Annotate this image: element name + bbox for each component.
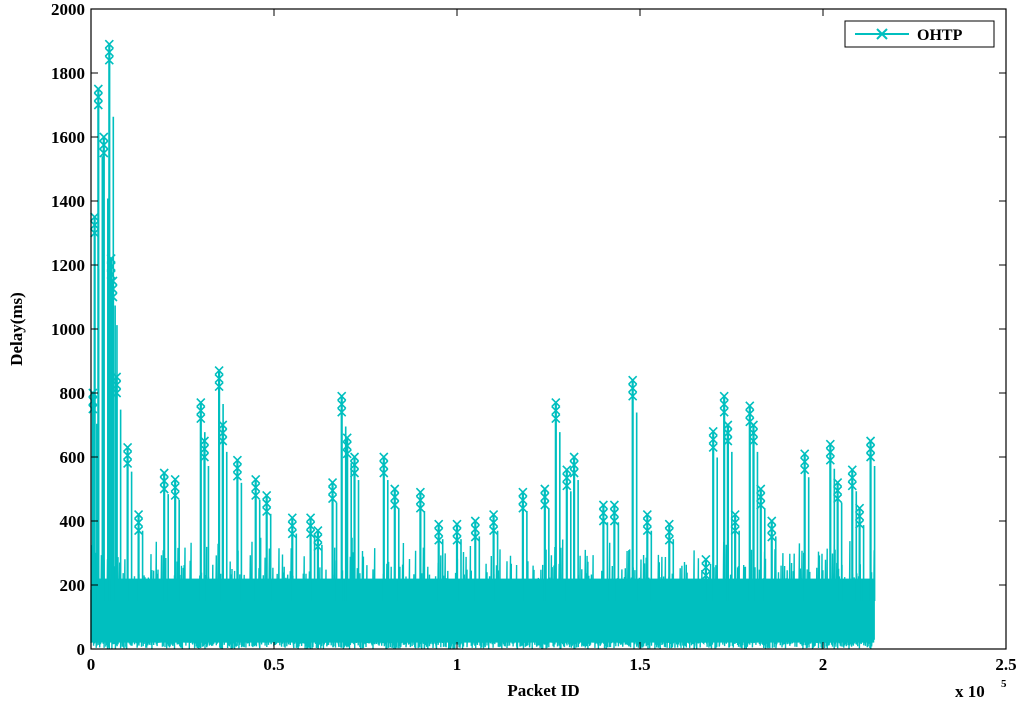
series-ohtp-marker-x-icon — [609, 500, 619, 526]
series-ohtp-marker-x-icon — [306, 513, 316, 539]
y-tick-label: 200 — [60, 576, 86, 595]
x-tick-label: 0 — [87, 655, 96, 674]
series-ohtp-marker-x-icon — [170, 474, 180, 500]
series-ohtp-marker-x-icon — [434, 519, 444, 545]
series-layer — [88, 39, 876, 650]
series-ohtp-marker-x-icon — [642, 510, 652, 536]
series-ohtp-marker-x-icon — [106, 254, 116, 280]
series-ohtp-marker-x-icon — [134, 510, 144, 536]
series-ohtp-marker-x-icon — [540, 484, 550, 510]
series-ohtp-marker-x-icon — [313, 526, 323, 552]
series-ohtp-marker-x-icon — [214, 366, 224, 392]
x-tick-label: 1 — [453, 655, 462, 674]
series-ohtp-marker-x-icon — [342, 433, 352, 459]
series-ohtp-marker-x-icon — [112, 372, 122, 398]
series-ohtp-marker-x-icon — [379, 452, 389, 478]
series-ohtp-marker-x-icon — [93, 84, 103, 110]
series-ohtp-marker-x-icon — [518, 487, 528, 513]
series-ohtp-marker-x-icon — [551, 398, 561, 424]
x-axis-multiplier: x 10 5 — [955, 678, 1007, 701]
series-ohtp-marker-x-icon — [719, 391, 729, 417]
series-ohtp-marker-x-icon — [104, 39, 114, 65]
y-axis-title: Delay(ms) — [7, 292, 26, 366]
series-ohtp-marker-x-icon — [855, 503, 865, 529]
series-ohtp-marker-x-icon — [337, 391, 347, 417]
x-axis-multiplier-base: x 10 — [955, 682, 985, 701]
series-ohtp-marker-x-icon — [123, 442, 133, 468]
y-tick-label: 1400 — [51, 192, 85, 211]
series-ohtp-marker-x-icon — [232, 455, 242, 481]
x-tick-label: 2.5 — [995, 655, 1016, 674]
series-ohtp-marker-x-icon — [598, 500, 608, 526]
series-ohtp-marker-x-icon — [108, 276, 118, 302]
series-ohtp-marker-x-icon — [159, 468, 169, 494]
series-ohtp-marker-x-icon — [701, 554, 711, 580]
series-ohtp-marker-x-icon — [800, 449, 810, 475]
y-tick-label: 1800 — [51, 64, 85, 83]
series-ohtp-fill — [91, 578, 875, 643]
x-tick-label: 2 — [819, 655, 828, 674]
y-tick-label: 1600 — [51, 128, 85, 147]
series-ohtp-marker-x-icon — [825, 439, 835, 465]
legend-label-ohtp: OHTP — [917, 27, 963, 44]
series-ohtp-marker-x-icon — [708, 426, 718, 452]
series-ohtp-marker-x-icon — [569, 452, 579, 478]
y-tick-label: 800 — [60, 384, 86, 403]
series-ohtp-marker-x-icon — [562, 465, 572, 491]
series-ohtp-marker-x-icon — [349, 452, 360, 478]
legend: OHTP — [844, 20, 995, 48]
x-axis-title: Packet ID — [507, 681, 579, 700]
series-ohtp-marker-x-icon — [390, 484, 400, 510]
series-ohtp-marker-x-icon — [415, 487, 425, 513]
y-tick-label: 400 — [60, 512, 86, 531]
series-ohtp-marker-x-icon — [664, 519, 674, 545]
legend-marker-x-icon — [876, 28, 888, 40]
series-ohtp-marker-x-icon — [730, 510, 740, 536]
series-ohtp-marker-x-icon — [833, 478, 843, 504]
series-ohtp-marker-x-icon — [756, 484, 766, 510]
series-ohtp-marker-x-icon — [452, 519, 462, 545]
y-tick-label: 600 — [60, 448, 86, 467]
series-ohtp-marker-x-icon — [470, 516, 480, 542]
series-ohtp-marker-x-icon — [866, 436, 876, 462]
axis-tick-labels: 0 200 400 600 800 1000 1200 1400 1600 1800 2000 0 0.… — [51, 0, 1017, 674]
x-tick-label: 0.5 — [263, 655, 284, 674]
y-tick-label: 1200 — [51, 256, 85, 275]
y-tick-label: 2000 — [51, 0, 85, 19]
y-tick-label: 1000 — [51, 320, 85, 339]
y-tick-label: 0 — [77, 640, 86, 659]
x-axis-multiplier-exponent: 5 — [1001, 678, 1007, 690]
series-ohtp-marker-x-icon — [628, 375, 638, 401]
series-ohtp-marker-x-icon — [327, 478, 338, 504]
x-tick-label: 1.5 — [629, 655, 650, 674]
series-ohtp-marker-x-icon — [262, 490, 272, 516]
series-ohtp-marker-x-icon — [99, 132, 109, 158]
series-ohtp-marker-x-icon — [748, 420, 759, 446]
series-ohtp-marker-x-icon — [723, 420, 733, 446]
series-ohtp-marker-x-icon — [199, 436, 210, 462]
series-ohtp-marker-x-icon — [287, 513, 297, 539]
series-ohtp-marker-x-icon — [489, 510, 499, 536]
series-ohtp-marker-x-icon — [218, 420, 228, 446]
series-ohtp-marker-x-icon — [251, 474, 261, 500]
axis-ticks — [90, 8, 1007, 650]
series-ohtp-marker-x-icon — [767, 516, 777, 542]
series-ohtp-marker-x-icon — [847, 465, 857, 491]
series-ohtp-marker-x-icon — [196, 398, 206, 424]
